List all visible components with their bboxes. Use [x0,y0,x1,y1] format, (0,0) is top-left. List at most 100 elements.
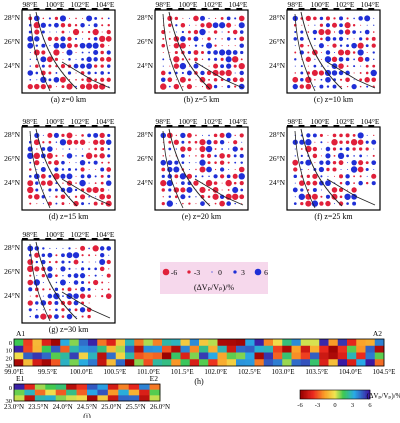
positive-anomaly-dot [334,52,335,53]
profile-cell [310,346,320,353]
negative-anomaly-dot [61,85,64,88]
positive-anomaly-dot [373,149,374,150]
depth-tick-label: 0 [9,340,12,347]
lat-tick-label: 26°N [137,154,153,163]
positive-anomaly-dot [67,173,73,179]
profile-cell [356,339,366,346]
negative-anomaly-dot [73,29,79,35]
negative-anomaly-dot [163,52,164,53]
positive-anomaly-dot [69,196,70,197]
negative-anomaly-dot [30,296,31,297]
positive-anomaly-dot [43,162,44,163]
positive-anomaly-dot [300,161,303,164]
negative-anomaly-dot [76,176,77,177]
profile-cell [218,346,228,353]
positive-anomaly-dot [87,174,91,178]
positive-anomaly-dot [48,294,53,299]
negative-anomaly-dot [188,78,191,81]
profile-cell [153,353,163,360]
positive-anomaly-dot [161,160,167,166]
negative-anomaly-dot [347,86,348,87]
profile-cell [134,346,144,353]
positive-anomaly-dot [67,187,73,193]
positive-anomaly-dot [306,133,310,137]
negative-anomaly-dot [99,140,104,145]
profile-cell [236,353,246,360]
negative-anomaly-dot [101,182,104,185]
negative-anomaly-dot [48,37,52,41]
positive-anomaly-dot [168,188,171,191]
negative-anomaly-dot [94,202,98,206]
profile-cell [282,346,292,353]
negative-anomaly-dot [332,167,336,171]
negative-anomaly-dot [180,77,186,83]
profile-cell [129,390,140,396]
positive-anomaly-dot [75,168,77,170]
positive-anomaly-dot [108,148,110,150]
profile-cell [264,346,274,353]
negative-anomaly-dot [93,140,98,145]
profile-cell [118,384,129,390]
negative-anomaly-dot [352,147,355,150]
profile-cell [88,353,98,360]
legend-positive-dot [211,271,212,272]
negative-anomaly-dot [234,182,237,185]
positive-anomaly-dot [188,196,190,198]
profile-cell [153,339,163,346]
negative-anomaly-dot [340,79,342,81]
negative-anomaly-dot [332,187,338,193]
negative-anomaly-dot [181,23,186,28]
lon-tick-label: 98°E [22,0,37,9]
profile-cell [264,339,274,346]
negative-anomaly-dot [42,141,44,143]
x-tick-label: 104.0°E [339,368,362,376]
profile-cell [199,339,209,346]
negative-anomaly-dot [189,155,190,156]
negative-anomaly-dot [100,57,104,61]
legend-value: -3 [194,268,200,277]
negative-anomaly-dot [308,25,309,26]
negative-anomaly-dot [62,288,64,290]
positive-anomaly-dot [89,183,90,184]
positive-anomaly-dot [176,148,177,149]
negative-anomaly-dot [308,66,309,67]
negative-anomaly-dot [100,188,104,192]
negative-anomaly-dot [34,153,40,159]
negative-anomaly-dot [195,25,196,26]
profile-cell [366,339,376,346]
profile-cell [70,346,80,353]
positive-anomaly-dot [69,32,70,33]
positive-anomaly-dot [226,50,232,56]
negative-anomaly-dot [101,175,104,178]
x-tick-label: 23.5°N [28,403,48,411]
lat-tick-label: 26°N [4,154,20,163]
negative-anomaly-dot [232,194,238,200]
positive-anomaly-dot [200,201,205,206]
negative-anomaly-dot [195,141,198,144]
profile-cell [134,359,144,366]
negative-anomaly-dot [233,174,238,179]
negative-anomaly-dot [61,64,65,68]
positive-anomaly-dot [69,148,71,150]
positive-anomaly-dot [365,57,370,62]
positive-anomaly-dot [359,37,362,40]
negative-anomaly-dot [222,183,223,184]
profile-cell [255,339,265,346]
negative-anomaly-dot [88,281,90,283]
negative-anomaly-dot [214,161,217,164]
positive-anomaly-dot [325,56,331,62]
negative-anomaly-dot [101,162,103,164]
profile-cell [107,339,117,346]
negative-anomaly-dot [308,169,309,170]
negative-anomaly-dot [182,86,183,87]
panel-caption: (b) z=5 km [184,95,220,104]
profile-cell [77,390,88,396]
profile-cell [108,395,119,401]
negative-anomaly-dot [367,52,368,53]
positive-anomaly-dot [189,162,190,163]
positive-anomaly-dot [36,261,38,263]
lon-tick-label: 102°E [71,230,90,239]
negative-anomaly-dot [55,196,57,198]
